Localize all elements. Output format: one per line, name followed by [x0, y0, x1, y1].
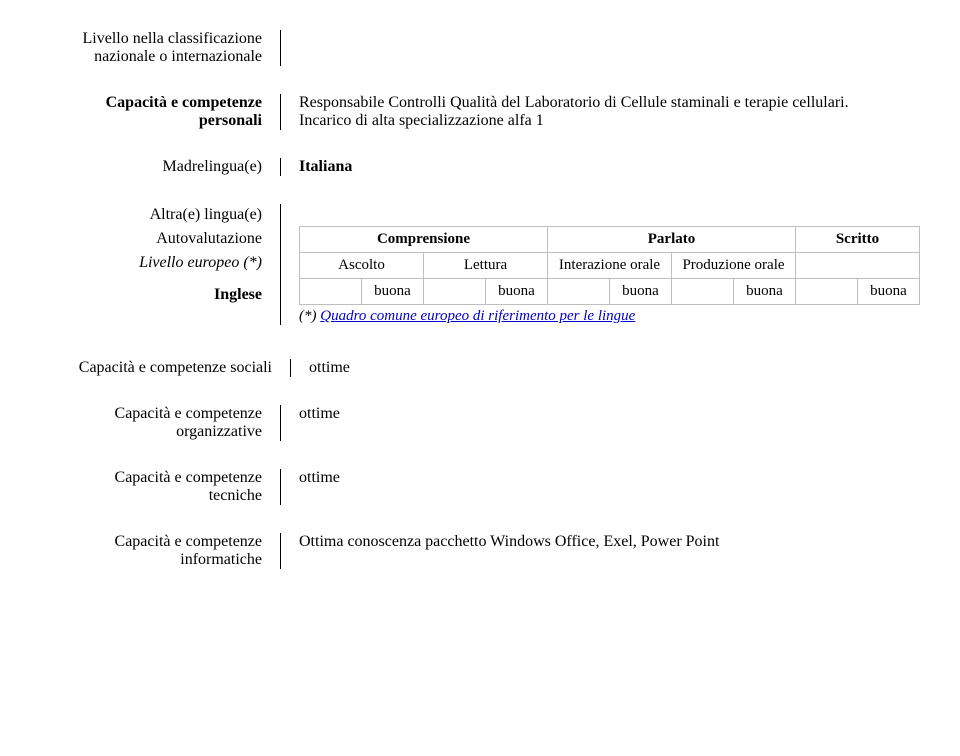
- cell-interaction: buona: [610, 279, 672, 305]
- label-technical: Capacità e competenze tecniche: [40, 469, 280, 505]
- row-language-block: Altra(e) lingua(e) Autovalutazione Livel…: [40, 204, 920, 325]
- cell-written: buona: [858, 279, 920, 305]
- cell-blank: [796, 279, 858, 305]
- th-comprehension: Comprensione: [300, 227, 548, 253]
- th-written-blank: [796, 253, 920, 279]
- spacer: [299, 204, 920, 226]
- label-text: personali: [199, 112, 262, 129]
- label-text: Capacità e competenze: [115, 405, 262, 422]
- label-text: Capacità e competenze: [115, 533, 262, 550]
- label-other-lang: Altra(e) lingua(e): [40, 206, 262, 224]
- table-subheader-row: Ascolto Lettura Interazione orale Produz…: [300, 253, 920, 279]
- cell-production: buona: [734, 279, 796, 305]
- label-text: Capacità e competenze: [115, 469, 262, 486]
- value-language-block: Comprensione Parlato Scritto Ascolto Let…: [281, 204, 920, 325]
- value-technical: ottime: [281, 469, 920, 505]
- value-text: Ottima conoscenza pacchetto Windows Offi…: [299, 533, 719, 550]
- label-text: Capacità e competenze sociali: [79, 359, 272, 376]
- value-text: Italiana: [299, 158, 352, 175]
- cell-blank: [300, 279, 362, 305]
- row-technical: Capacità e competenze tecniche ottime: [40, 469, 920, 505]
- value-text: ottime: [299, 405, 340, 422]
- label-personal: Capacità e competenze personali: [40, 94, 280, 130]
- th-listening: Ascolto: [300, 253, 424, 279]
- cell-blank: [672, 279, 734, 305]
- th-spoken: Parlato: [548, 227, 796, 253]
- label-mother-tongue: Madrelingua(e): [40, 158, 280, 176]
- th-written: Scritto: [796, 227, 920, 253]
- value-personal: Responsabile Controlli Qualità del Labor…: [281, 94, 920, 130]
- row-classification: Livello nella classificazione nazionale …: [40, 30, 920, 66]
- value-it: Ottima conoscenza pacchetto Windows Offi…: [281, 533, 920, 569]
- label-organizational: Capacità e competenze organizzative: [40, 405, 280, 441]
- label-english: Inglese: [40, 286, 262, 304]
- row-personal: Capacità e competenze personali Responsa…: [40, 94, 920, 130]
- label-text: tecniche: [209, 487, 262, 504]
- label-text: Capacità e competenze: [106, 94, 262, 111]
- label-social: Capacità e competenze sociali: [40, 359, 290, 377]
- label-text: organizzative: [176, 423, 262, 440]
- cell-reading: buona: [486, 279, 548, 305]
- language-table: Comprensione Parlato Scritto Ascolto Let…: [299, 226, 920, 305]
- cell-blank: [424, 279, 486, 305]
- label-language-block: Altra(e) lingua(e) Autovalutazione Livel…: [40, 204, 280, 325]
- label-euro-level: Livello europeo (*): [40, 254, 262, 272]
- value-text: ottime: [309, 359, 350, 376]
- label-text: Madrelingua(e): [162, 158, 262, 175]
- row-mother-tongue: Madrelingua(e) Italiana: [40, 158, 920, 176]
- value-organizational: ottime: [281, 405, 920, 441]
- value-text: ottime: [299, 469, 340, 486]
- value-mother-tongue: Italiana: [281, 158, 920, 176]
- footnote: (*) Quadro comune europeo di riferimento…: [299, 308, 920, 325]
- footnote-link[interactable]: Quadro comune europeo di riferimento per…: [320, 308, 635, 324]
- footnote-prefix: (*): [299, 308, 320, 324]
- row-organizational: Capacità e competenze organizzative otti…: [40, 405, 920, 441]
- label-it: Capacità e competenze informatiche: [40, 533, 280, 569]
- label-classification: Livello nella classificazione nazionale …: [40, 30, 280, 66]
- cell-blank: [548, 279, 610, 305]
- value-classification: [281, 30, 920, 66]
- th-interaction: Interazione orale: [548, 253, 672, 279]
- label-text: informatiche: [180, 551, 262, 568]
- value-social: ottime: [291, 359, 920, 377]
- label-text: Livello nella classificazione: [83, 30, 262, 47]
- value-text: Incarico di alta specializzazione alfa 1: [299, 112, 544, 129]
- th-production: Produzione orale: [672, 253, 796, 279]
- row-it: Capacità e competenze informatiche Ottim…: [40, 533, 920, 569]
- cell-listening: buona: [362, 279, 424, 305]
- value-text: Responsabile Controlli Qualità del Labor…: [299, 94, 849, 111]
- th-reading: Lettura: [424, 253, 548, 279]
- table-header-row: Comprensione Parlato Scritto: [300, 227, 920, 253]
- row-social: Capacità e competenze sociali ottime: [40, 359, 920, 377]
- table-row-english: buona buona buona buona buona: [300, 279, 920, 305]
- label-text: nazionale o internazionale: [94, 48, 262, 65]
- label-self-assessment: Autovalutazione: [40, 230, 262, 248]
